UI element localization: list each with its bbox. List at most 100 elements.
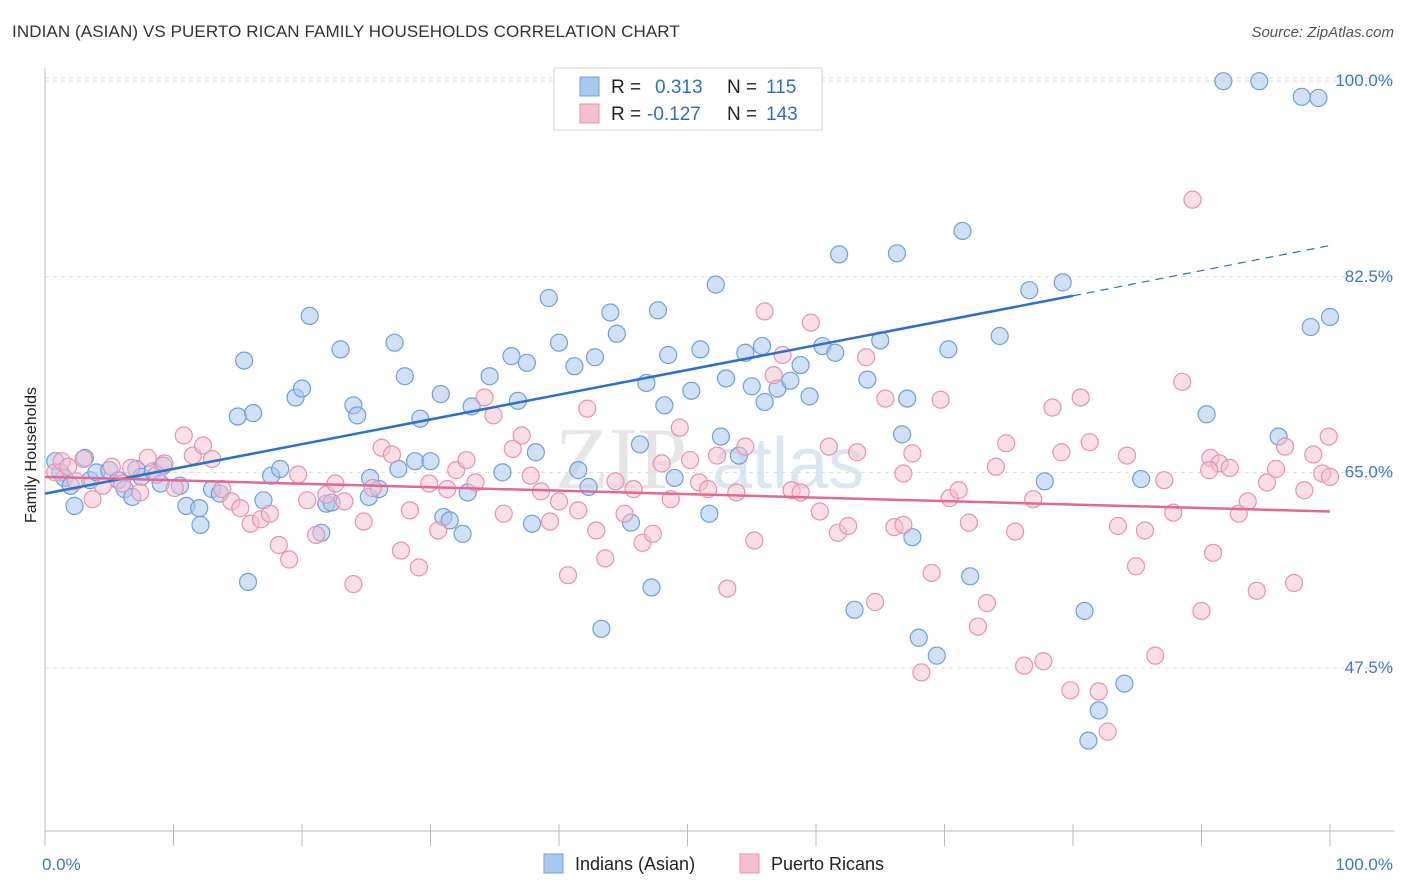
data-point-indians [517, 353, 536, 372]
data-point-indians [271, 459, 290, 479]
data-point-puerto-ricans [707, 446, 727, 465]
bottom-legend-label-indians: Indians (Asian) [575, 854, 695, 874]
data-point-puerto-ricans [540, 512, 560, 531]
legend: R = 0.313 N = 115 R = -0.127 N = 143 [553, 67, 823, 131]
data-point-puerto-ricans [335, 492, 354, 511]
data-point-indians [440, 511, 459, 530]
bottom-legend-swatch-blue [543, 853, 564, 874]
data-point-puerto-ricans [354, 512, 373, 531]
data-point-puerto-ricans [420, 474, 439, 493]
data-point-indians [700, 504, 719, 523]
data-point-indians [1197, 405, 1216, 424]
data-point-puerto-ricans [1061, 681, 1080, 700]
data-point-puerto-ricans [773, 345, 792, 365]
data-point-indians [395, 367, 414, 386]
data-point-puerto-ricans [1183, 190, 1202, 209]
data-point-puerto-ricans [894, 515, 913, 534]
y-tick-label: 82.5% [1345, 267, 1393, 286]
data-point-puerto-ricans [344, 575, 363, 594]
legend-r-label-1: R = [611, 77, 641, 98]
series-indians-asian [46, 72, 1340, 750]
data-point-puerto-ricans [624, 480, 643, 499]
data-point-indians [585, 348, 605, 367]
data-point-puerto-ricans [138, 448, 157, 467]
data-point-puerto-ricans [1192, 601, 1211, 621]
data-point-indians [903, 528, 922, 547]
data-point-indians [858, 370, 877, 389]
data-point-indians [607, 324, 626, 343]
data-point-indians [228, 407, 247, 426]
data-point-puerto-ricans [968, 617, 988, 636]
trend-line-indians [44, 294, 1074, 495]
tick-labels: 47.5% 65.0% 82.5% 100.0% 0.0% 100.0% [42, 71, 1393, 874]
data-point-puerto-ricans [1108, 516, 1128, 536]
data-point-puerto-ricans [174, 426, 193, 445]
data-point-indians [300, 306, 319, 325]
data-point-indians [830, 245, 849, 264]
data-point-puerto-ricans [857, 348, 876, 367]
data-point-puerto-ricans [1266, 459, 1286, 479]
data-point-indians [1132, 469, 1151, 489]
data-point-puerto-ricans [1089, 682, 1108, 701]
data-point-puerto-ricans [959, 513, 979, 532]
data-point-puerto-ricans [848, 443, 867, 462]
data-point-puerto-ricans [1295, 481, 1314, 500]
legend-r-label-2: R = [611, 104, 641, 125]
data-point-puerto-ricans [74, 449, 93, 469]
data-point-indians [755, 392, 774, 412]
data-point-puerto-ricans [475, 388, 494, 407]
data-point-puerto-ricans [289, 465, 308, 484]
data-point-indians [522, 514, 542, 533]
data-point-puerto-ricans [1238, 492, 1257, 511]
data-point-indians [630, 435, 650, 454]
data-point-puerto-ricans [652, 454, 671, 473]
data-point-indians [791, 355, 810, 375]
legend-n-label-2: N = [727, 104, 757, 125]
data-point-indians [665, 468, 684, 488]
data-point-puerto-ricans [400, 501, 420, 520]
data-point-indians [1075, 601, 1094, 621]
data-point-indians [1214, 72, 1233, 91]
data-point-puerto-ricans [1043, 398, 1062, 417]
data-point-indians [1053, 273, 1072, 292]
bottom-legend-label-puerto-ricans: Puerto Ricans [771, 854, 884, 874]
data-point-puerto-ricans [810, 502, 829, 521]
data-point-indians [569, 461, 588, 480]
data-point-indians [601, 303, 620, 322]
data-point-indians [781, 371, 800, 390]
data-point-puerto-ricans [558, 566, 578, 585]
data-point-puerto-ricans [643, 524, 662, 543]
data-point-puerto-ricans [997, 434, 1016, 453]
data-point-puerto-ricans [1257, 473, 1277, 492]
data-point-indians [953, 221, 972, 241]
data-point-indians [706, 275, 725, 294]
legend-r-value-2: -0.127 [647, 104, 701, 125]
legend-n-value-2: 143 [766, 104, 798, 125]
data-point-indians [385, 333, 404, 352]
data-point-puerto-ricans [1220, 458, 1239, 477]
data-point-puerto-ricans [1117, 446, 1137, 465]
data-point-indians [659, 345, 678, 365]
legend-n-label-1: N = [727, 77, 757, 98]
data-point-puerto-ricans [59, 457, 78, 476]
data-point-puerto-ricans [986, 457, 1006, 476]
y-tick-label: 65.0% [1345, 462, 1393, 481]
data-point-indians [691, 340, 710, 359]
legend-swatch-pink [579, 103, 600, 124]
data-point-puerto-ricans [931, 390, 950, 409]
data-point-indians [411, 409, 430, 428]
data-point-indians [565, 357, 584, 376]
data-point-puerto-ricans [866, 592, 885, 612]
data-point-indians [1309, 88, 1328, 108]
data-point-indians [826, 343, 845, 362]
data-point-indians [1035, 472, 1054, 491]
data-point-indians [331, 340, 350, 359]
data-point-indians [453, 524, 472, 543]
data-point-puerto-ricans [298, 491, 317, 510]
data-point-indians [752, 336, 772, 356]
data-point-puerto-ricans [1034, 652, 1053, 671]
data-point-puerto-ricans [1126, 557, 1146, 576]
data-point-indians [549, 333, 569, 352]
data-point-puerto-ricans [93, 476, 112, 495]
data-point-indians [191, 515, 210, 534]
